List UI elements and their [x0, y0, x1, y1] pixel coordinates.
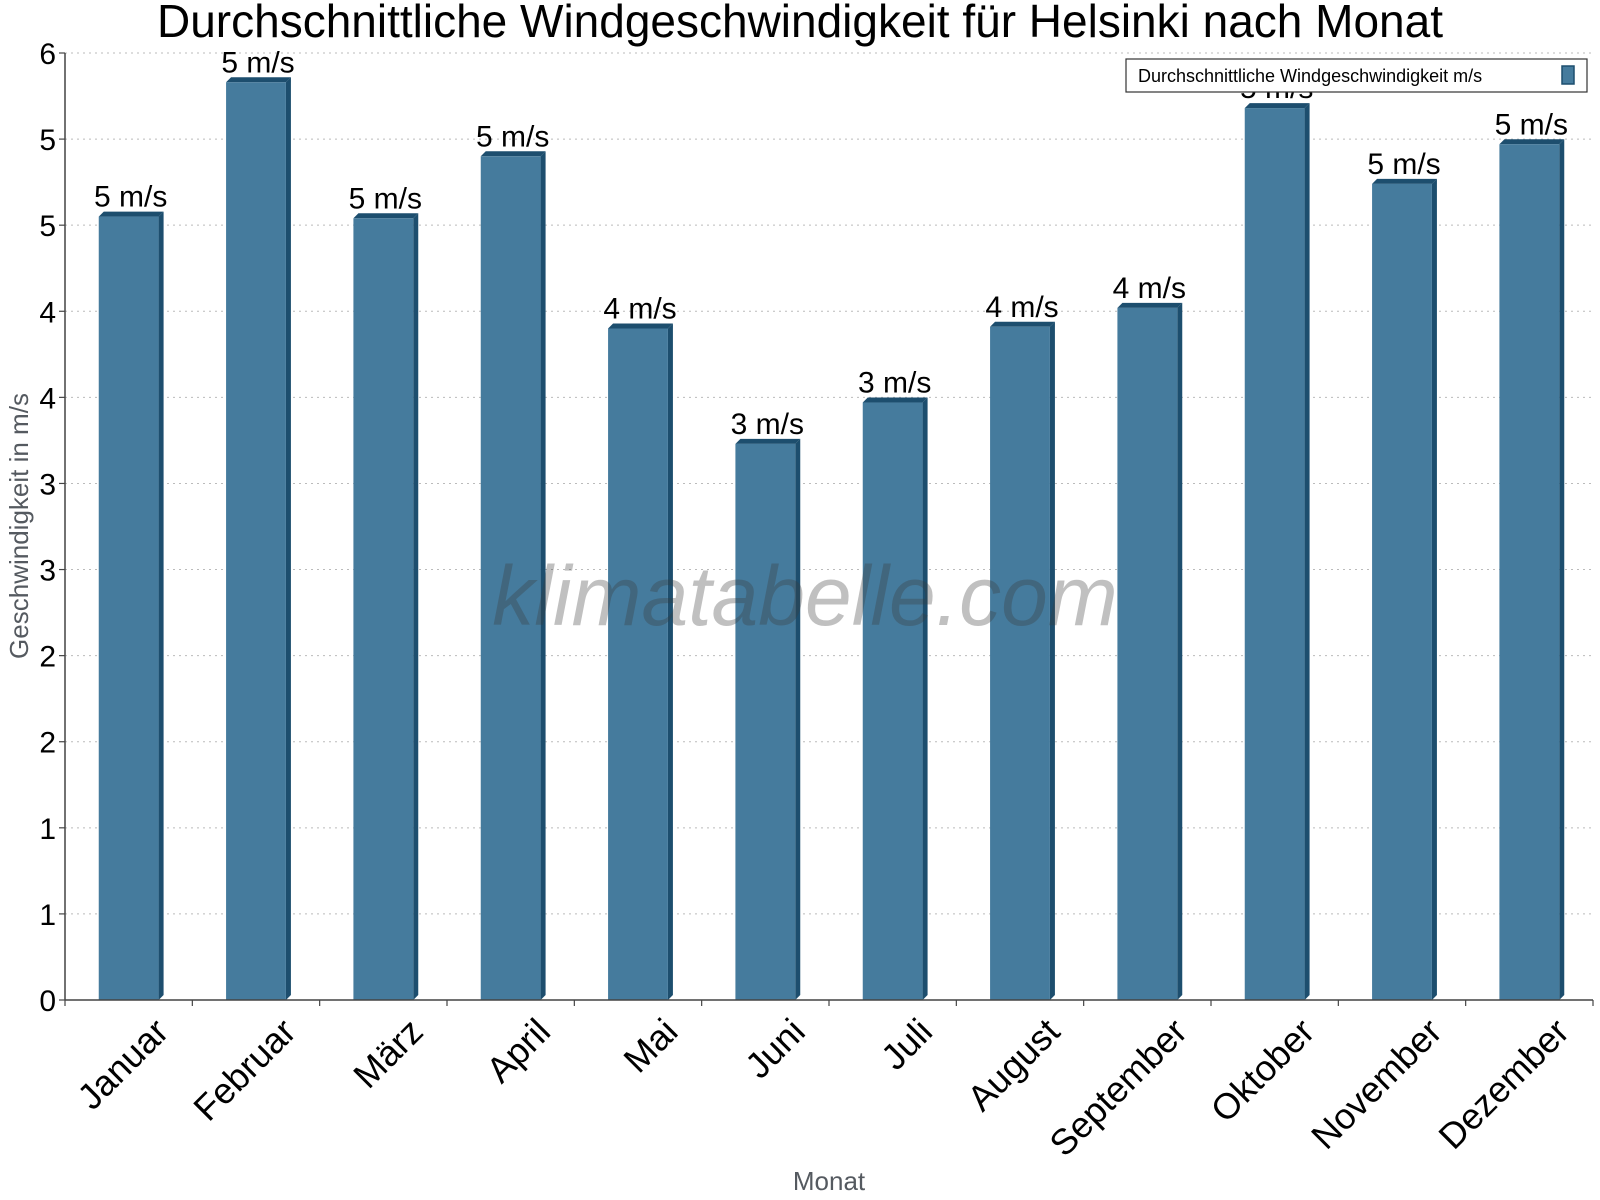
bar-series [98, 77, 1565, 1001]
category-label: Januar [69, 1010, 176, 1117]
bar-side [1177, 302, 1183, 1000]
bar-side [1049, 321, 1055, 1000]
category-labels: Januar Februar März April Mai Juni Juli AugustS… [69, 1010, 1577, 1164]
bar [608, 323, 673, 1000]
bar-side [922, 397, 928, 1001]
bar-face [990, 326, 1050, 1000]
y-axis-title: Geschwindigkeit in m/s [4, 393, 34, 659]
data-label: 5 m/s [221, 46, 294, 79]
bar [98, 211, 164, 1000]
y-tick-label: 4 [39, 296, 56, 329]
bar-top [353, 213, 419, 219]
bar [226, 77, 291, 1000]
y-axis-ticks: 0 1 1 2 2 3 3 4 4 5 5 6 [39, 38, 65, 1018]
y-tick-label: 0 [39, 985, 56, 1018]
bar-face [1372, 183, 1432, 1001]
x-axis-title: Monat [793, 1166, 866, 1196]
bar-face [1244, 108, 1305, 1000]
y-tick-label: 2 [39, 727, 56, 760]
bar-top [1244, 103, 1310, 109]
bar [1117, 302, 1183, 1000]
category-label: April [478, 1010, 558, 1090]
category-label: September [1041, 1010, 1195, 1164]
data-label: 4 m/s [603, 292, 676, 325]
category-label: August [959, 1010, 1067, 1118]
category-label: Juli [873, 1010, 940, 1077]
data-label: 5 m/s [349, 182, 422, 215]
bar-face [862, 402, 923, 1001]
y-tick-label: 5 [39, 210, 56, 243]
data-label: 4 m/s [1113, 272, 1186, 305]
bar-top [1372, 178, 1437, 184]
x-axis-ticks [64, 1000, 1594, 1006]
bar-side [413, 213, 419, 1000]
bar-face [1117, 307, 1178, 1000]
category-label: November [1303, 1010, 1449, 1156]
bar-side [285, 77, 291, 1000]
bar-top [1499, 139, 1565, 145]
bar-top [608, 323, 673, 329]
legend: Durchschnittliche Windgeschwindigkeit m/… [1125, 58, 1588, 93]
bar-top [1117, 302, 1183, 308]
y-tick-label: 1 [39, 813, 56, 846]
bar-face [480, 156, 541, 1001]
watermark: klimatabelle.com [492, 549, 1118, 643]
bar-side [795, 438, 801, 1000]
bar-face [226, 82, 286, 1000]
category-label: Februar [185, 1010, 303, 1128]
bar-top [862, 397, 928, 403]
grid [65, 52, 1593, 915]
bar-side [1431, 178, 1437, 1001]
category-label: Juni [737, 1010, 813, 1086]
legend-box [1125, 58, 1588, 93]
bar [1499, 139, 1565, 1001]
category-label: Dezember [1430, 1010, 1576, 1156]
y-tick-label: 1 [39, 899, 56, 932]
legend-swatch [1561, 65, 1575, 85]
y-tick-label: 4 [39, 382, 56, 415]
bar-top [98, 211, 164, 217]
category-label: Oktober [1203, 1010, 1323, 1130]
bar-face [98, 216, 159, 1000]
data-label: 3 m/s [731, 408, 804, 441]
data-label: 5 m/s [1367, 148, 1440, 181]
bar-side [1559, 139, 1565, 1001]
bar-side [667, 323, 673, 1000]
bar [1372, 178, 1437, 1001]
bar [862, 397, 928, 1001]
data-labels: 5 m/s 5 m/s 5 m/s 5 m/s 4 m/s 3 m/s 3 m/s 4 m/s… [94, 46, 1568, 441]
bar [353, 213, 419, 1000]
bar-side [540, 151, 546, 1001]
data-label: 4 m/s [985, 291, 1058, 324]
y-tick-label: 5 [39, 124, 56, 157]
y-tick-label: 3 [39, 555, 56, 588]
bar [1244, 103, 1310, 1000]
bar [735, 438, 801, 1000]
bar-top [226, 77, 291, 83]
category-label: März [345, 1010, 431, 1096]
y-tick-label: 2 [39, 641, 56, 674]
bar [990, 321, 1055, 1000]
bar-top [480, 151, 546, 157]
data-label: 5 m/s [1495, 108, 1568, 141]
bar-face [1499, 144, 1560, 1001]
data-label: 5 m/s [94, 181, 167, 214]
bar-top [990, 321, 1055, 327]
bar-side [1304, 103, 1310, 1000]
data-label: 3 m/s [858, 367, 931, 400]
bar-top [735, 438, 801, 444]
bar-face [608, 328, 668, 1000]
y-tick-label: 3 [39, 468, 56, 501]
bar-side [158, 211, 164, 1000]
legend-label: Durchschnittliche Windgeschwindigkeit m/… [1138, 66, 1482, 86]
data-label: 5 m/s [476, 120, 549, 153]
chart-title: Durchschnittliche Windgeschwindigkeit fü… [157, 0, 1443, 47]
y-tick-label: 6 [39, 38, 56, 71]
bar-face [735, 443, 796, 1000]
bar-face [353, 218, 414, 1000]
bar [480, 151, 546, 1001]
category-label: Mai [615, 1010, 685, 1080]
